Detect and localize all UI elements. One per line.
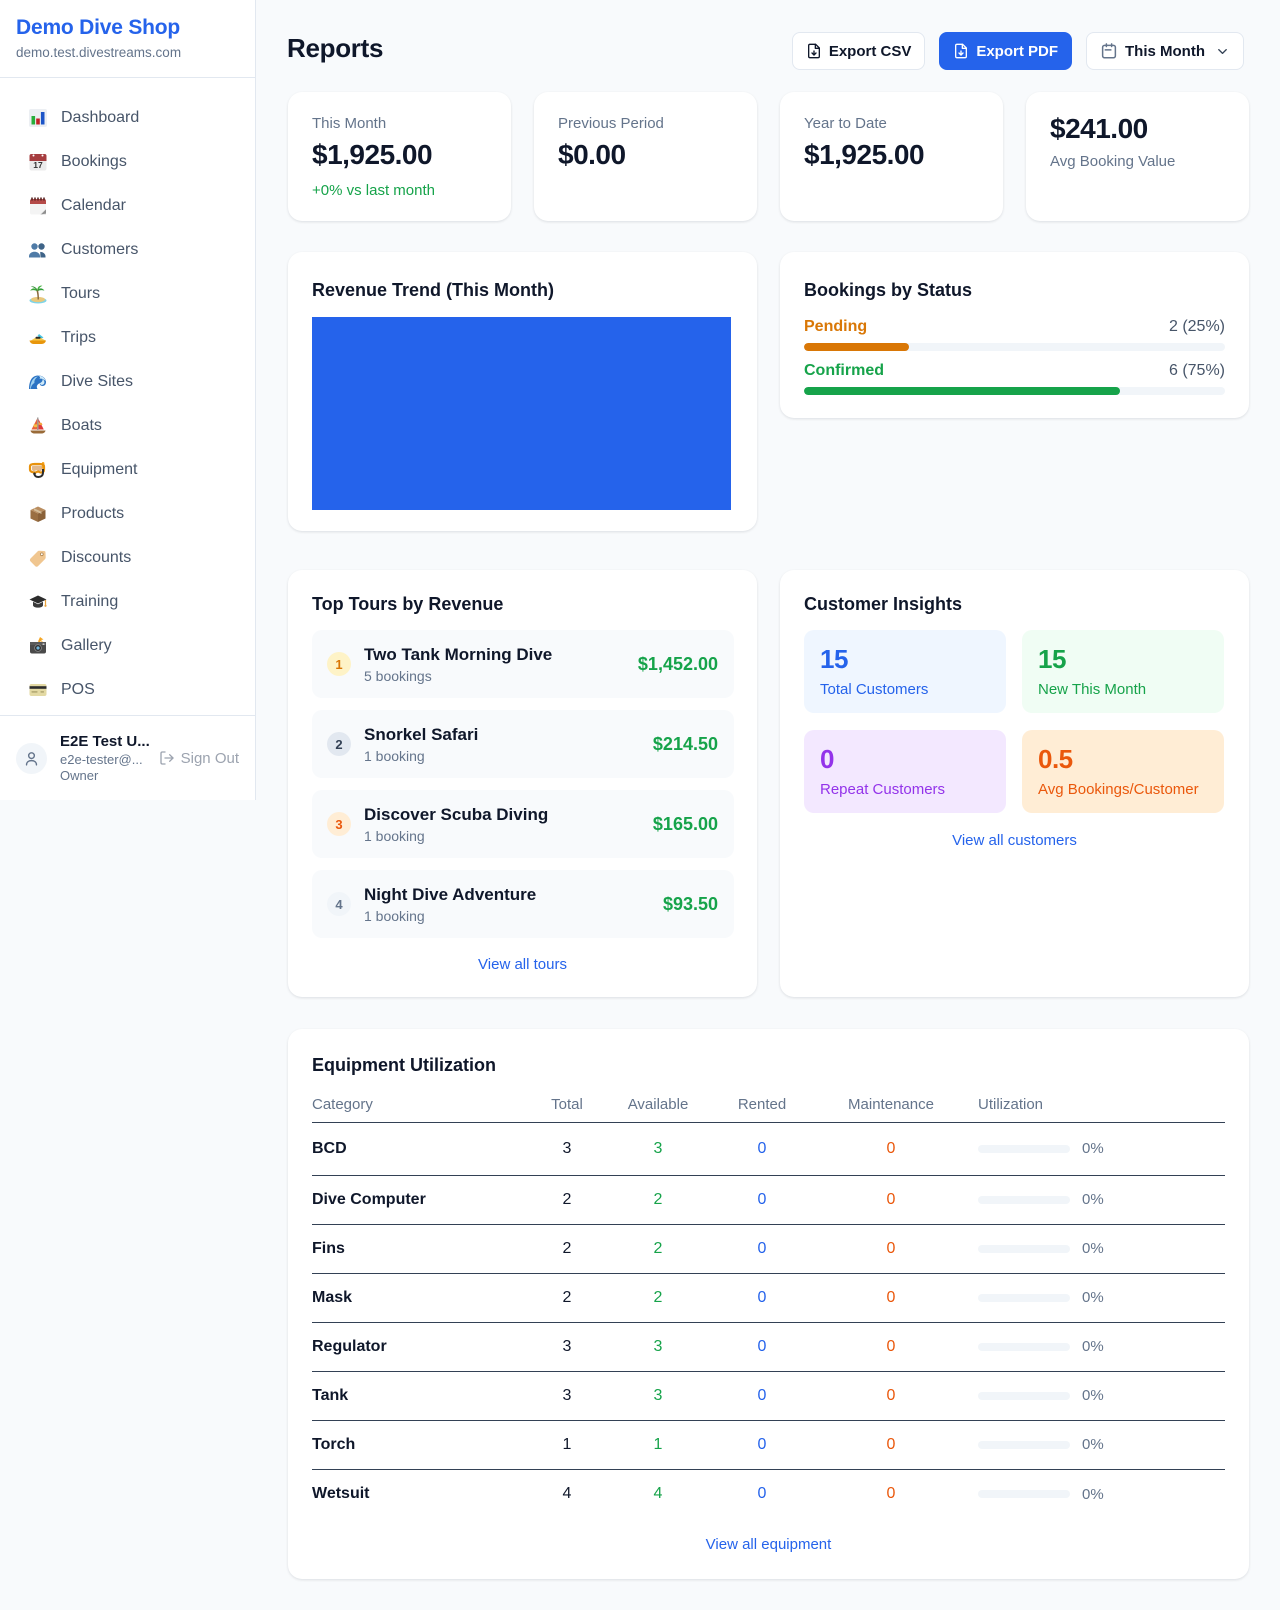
- svg-text:17: 17: [33, 160, 43, 170]
